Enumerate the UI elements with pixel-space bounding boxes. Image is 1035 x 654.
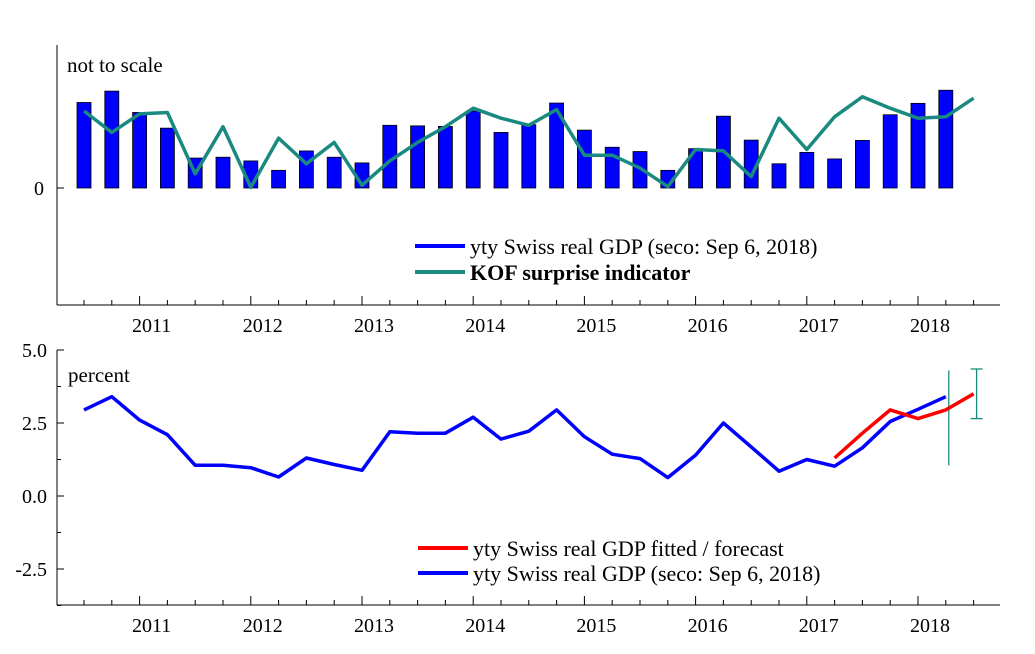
kof-surprise-line: [82, 95, 975, 190]
gdp-bar: [827, 158, 842, 189]
top-x-tick-label: 2017: [799, 315, 839, 337]
bottom-panel: 5.02.50.0-2.5 2011 2012 2013 2014 2015 2016 20…: [15, 340, 1000, 637]
bottom-x-tick-label: 2013: [354, 615, 394, 637]
bottom-legend-gdp-label: yty Swiss real GDP (seco: Sep 6, 2018): [473, 561, 821, 586]
gdp-bar: [76, 102, 92, 189]
gdp-bar: [882, 114, 898, 189]
top-legend-gdp-label: yty Swiss real GDP (seco: Sep 6, 2018): [470, 234, 818, 259]
gdp-bar: [938, 89, 954, 189]
top-kof-line: [82, 95, 975, 190]
gdp-bar: [910, 102, 926, 189]
bottom-x-tick-label: 2012: [243, 615, 283, 637]
bottom-y-tick-label: 0.0: [22, 486, 47, 508]
gdp-bar: [771, 163, 787, 189]
gdp-bar: [437, 126, 453, 189]
top-x-tick-label: 2013: [354, 315, 394, 337]
bottom-forecast-intervals: [948, 368, 983, 466]
top-panel-note: not to scale: [67, 53, 163, 77]
top-x-tick-label: 2016: [688, 315, 728, 337]
bottom-legend-forecast-label: yty Swiss real GDP fitted / forecast: [473, 536, 784, 561]
gdp-bar: [855, 140, 870, 189]
bottom-x-tick-label: 2017: [799, 615, 839, 637]
gdp-bar: [271, 169, 287, 189]
gdp-bar: [298, 150, 314, 189]
bottom-legend: yty Swiss real GDP fitted / forecast yty…: [418, 536, 821, 586]
bottom-x-tick-label: 2016: [688, 615, 728, 637]
bottom-x-tick-label: 2015: [576, 615, 616, 637]
gdp-bar: [215, 156, 231, 189]
gdp-bar: [799, 151, 815, 189]
top-y-tick-label: 0: [34, 178, 44, 200]
bottom-y-ticks: 5.0 2.5 0.0 -2.5: [15, 340, 64, 606]
top-x-tick-label: 2015: [576, 315, 616, 337]
top-x-ticks: 2011 2012 2013 2014 2015 2016 2017 2018: [83, 296, 975, 337]
bottom-y-tick-label: -2.5: [15, 559, 47, 581]
top-x-tick-label: 2018: [910, 315, 950, 337]
top-legend: yty Swiss real GDP (seco: Sep 6, 2018) K…: [415, 234, 818, 285]
gdp-bar: [410, 125, 426, 189]
bottom-x-tick-label: 2014: [465, 615, 505, 637]
top-x-tick-label: 2012: [243, 315, 283, 337]
gdp-bar: [326, 156, 342, 189]
bottom-x-ticks: 2011 2012 2013 2014 2015 2016 2017 2018: [83, 596, 975, 637]
top-x-tick-label: 2014: [465, 315, 505, 337]
gdp-bar: [159, 127, 175, 189]
bottom-panel-note: percent: [68, 363, 130, 387]
gdp-bar: [577, 129, 592, 189]
gdp-bar: [132, 112, 148, 189]
forecast-line: [833, 392, 975, 460]
top-x-tick-label: 2011: [132, 315, 171, 337]
gdp-bar: [521, 124, 537, 189]
top-y-ticks: 0: [34, 178, 64, 200]
gdp-bar: [604, 146, 620, 189]
gdp-bar: [493, 132, 509, 189]
top-gdp-bars: [76, 89, 954, 189]
top-legend-kof-label: KOF surprise indicator: [470, 260, 691, 285]
bottom-lines: [83, 392, 975, 480]
bottom-x-tick-label: 2018: [910, 615, 950, 637]
gdp-line: [83, 394, 947, 480]
gdp-bar: [465, 110, 481, 189]
bottom-x-tick-label: 2011: [132, 615, 171, 637]
gdp-bar: [104, 90, 120, 189]
bottom-y-tick-label: 5.0: [22, 340, 47, 362]
bottom-y-tick-label: 2.5: [22, 413, 47, 435]
gdp-bar: [549, 102, 564, 189]
top-panel: 0 2011 2012 2013 2014 2015 2016 2017 2018 not t…: [34, 45, 1000, 337]
